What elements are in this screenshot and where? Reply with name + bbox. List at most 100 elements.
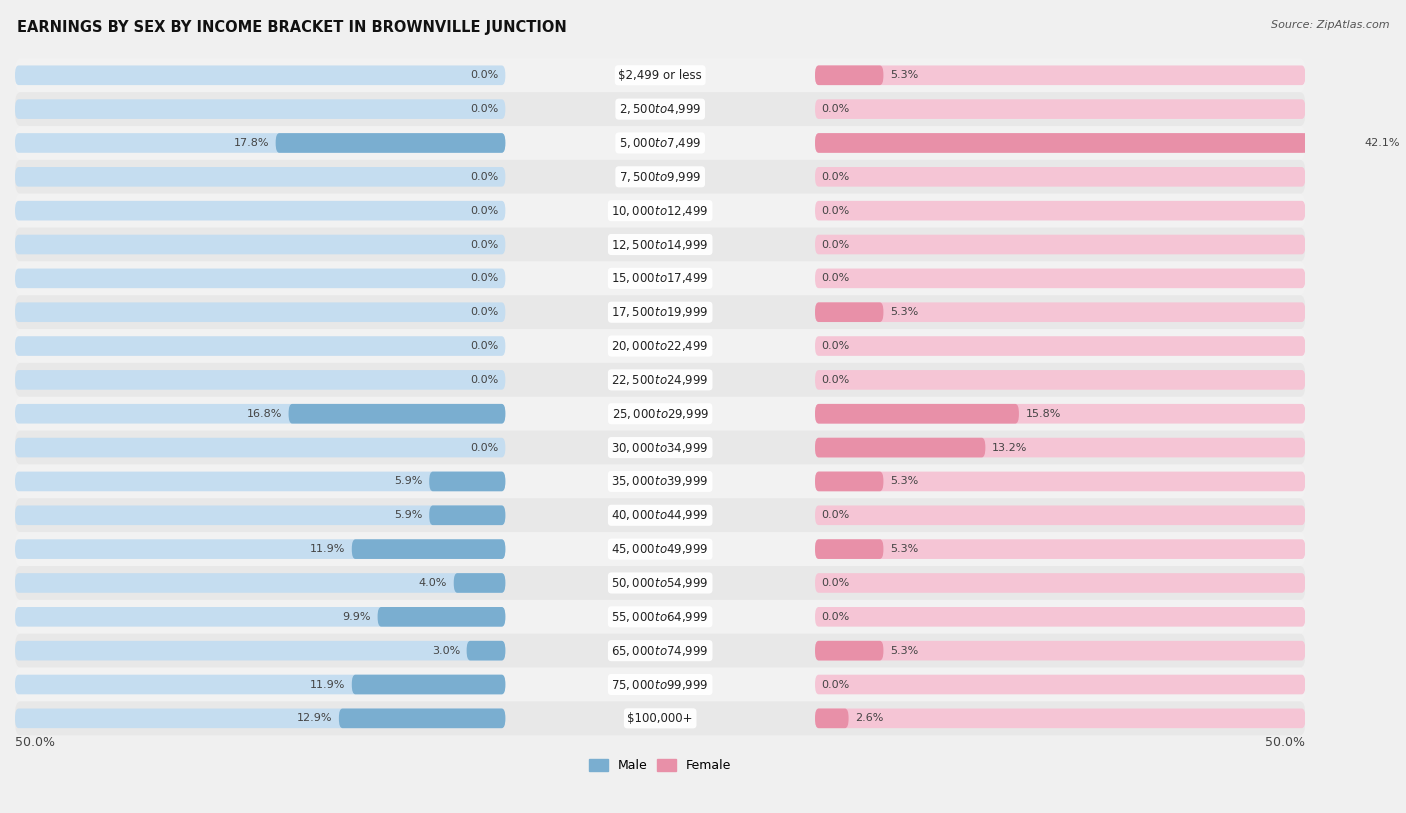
FancyBboxPatch shape xyxy=(15,59,1305,92)
FancyBboxPatch shape xyxy=(815,472,883,491)
Text: 5.3%: 5.3% xyxy=(890,70,918,80)
FancyBboxPatch shape xyxy=(378,607,505,627)
FancyBboxPatch shape xyxy=(15,268,505,288)
Text: $22,500 to $24,999: $22,500 to $24,999 xyxy=(612,373,709,387)
FancyBboxPatch shape xyxy=(815,641,1305,660)
FancyBboxPatch shape xyxy=(15,133,505,153)
Text: $17,500 to $19,999: $17,500 to $19,999 xyxy=(612,305,709,320)
FancyBboxPatch shape xyxy=(15,201,505,220)
Text: $65,000 to $74,999: $65,000 to $74,999 xyxy=(612,644,709,658)
Text: 0.0%: 0.0% xyxy=(821,680,849,689)
Text: 9.9%: 9.9% xyxy=(343,612,371,622)
FancyBboxPatch shape xyxy=(288,404,505,424)
Text: 0.0%: 0.0% xyxy=(821,341,849,351)
Text: $45,000 to $49,999: $45,000 to $49,999 xyxy=(612,542,709,556)
FancyBboxPatch shape xyxy=(15,126,1305,160)
Text: $15,000 to $17,499: $15,000 to $17,499 xyxy=(612,272,709,285)
Text: 0.0%: 0.0% xyxy=(821,273,849,284)
Text: 5.9%: 5.9% xyxy=(395,476,423,486)
Text: 5.9%: 5.9% xyxy=(395,511,423,520)
Text: 3.0%: 3.0% xyxy=(432,646,460,655)
Text: 5.3%: 5.3% xyxy=(890,646,918,655)
FancyBboxPatch shape xyxy=(15,302,505,322)
Text: $7,500 to $9,999: $7,500 to $9,999 xyxy=(619,170,702,184)
Text: $35,000 to $39,999: $35,000 to $39,999 xyxy=(612,475,709,489)
Text: $50,000 to $54,999: $50,000 to $54,999 xyxy=(612,576,709,590)
FancyBboxPatch shape xyxy=(15,702,1305,735)
FancyBboxPatch shape xyxy=(15,99,505,119)
Text: EARNINGS BY SEX BY INCOME BRACKET IN BROWNVILLE JUNCTION: EARNINGS BY SEX BY INCOME BRACKET IN BRO… xyxy=(17,20,567,35)
Text: $25,000 to $29,999: $25,000 to $29,999 xyxy=(612,406,709,421)
Text: $20,000 to $22,499: $20,000 to $22,499 xyxy=(612,339,709,353)
Text: 13.2%: 13.2% xyxy=(991,442,1028,453)
FancyBboxPatch shape xyxy=(815,302,1305,322)
FancyBboxPatch shape xyxy=(815,66,883,85)
FancyBboxPatch shape xyxy=(467,641,505,660)
Text: 0.0%: 0.0% xyxy=(821,375,849,385)
Text: 0.0%: 0.0% xyxy=(821,104,849,114)
Text: $55,000 to $64,999: $55,000 to $64,999 xyxy=(612,610,709,624)
FancyBboxPatch shape xyxy=(339,709,505,728)
Text: $75,000 to $99,999: $75,000 to $99,999 xyxy=(612,677,709,692)
FancyBboxPatch shape xyxy=(815,709,849,728)
FancyBboxPatch shape xyxy=(815,99,1305,119)
FancyBboxPatch shape xyxy=(15,431,1305,464)
FancyBboxPatch shape xyxy=(15,464,1305,498)
FancyBboxPatch shape xyxy=(15,607,505,627)
FancyBboxPatch shape xyxy=(352,675,505,694)
FancyBboxPatch shape xyxy=(15,506,505,525)
Text: 0.0%: 0.0% xyxy=(821,612,849,622)
FancyBboxPatch shape xyxy=(15,167,505,187)
Text: 0.0%: 0.0% xyxy=(471,104,499,114)
FancyBboxPatch shape xyxy=(815,607,1305,627)
Text: 0.0%: 0.0% xyxy=(471,341,499,351)
FancyBboxPatch shape xyxy=(15,363,1305,397)
Text: 5.3%: 5.3% xyxy=(890,307,918,317)
FancyBboxPatch shape xyxy=(815,437,1305,458)
Text: 0.0%: 0.0% xyxy=(471,206,499,215)
FancyBboxPatch shape xyxy=(429,472,505,491)
FancyBboxPatch shape xyxy=(352,539,505,559)
FancyBboxPatch shape xyxy=(15,709,505,728)
FancyBboxPatch shape xyxy=(815,404,1019,424)
Text: 0.0%: 0.0% xyxy=(471,273,499,284)
FancyBboxPatch shape xyxy=(815,709,1305,728)
FancyBboxPatch shape xyxy=(815,573,1305,593)
Text: 0.0%: 0.0% xyxy=(821,578,849,588)
FancyBboxPatch shape xyxy=(815,268,1305,288)
Text: 12.9%: 12.9% xyxy=(297,713,332,724)
Text: Source: ZipAtlas.com: Source: ZipAtlas.com xyxy=(1271,20,1389,30)
Text: 16.8%: 16.8% xyxy=(246,409,283,419)
FancyBboxPatch shape xyxy=(15,600,1305,634)
Text: 0.0%: 0.0% xyxy=(471,442,499,453)
FancyBboxPatch shape xyxy=(15,160,1305,193)
FancyBboxPatch shape xyxy=(815,167,1305,187)
FancyBboxPatch shape xyxy=(815,675,1305,694)
Text: 5.3%: 5.3% xyxy=(890,544,918,554)
FancyBboxPatch shape xyxy=(815,201,1305,220)
Text: 0.0%: 0.0% xyxy=(471,172,499,182)
FancyBboxPatch shape xyxy=(815,437,986,458)
Text: 0.0%: 0.0% xyxy=(821,206,849,215)
FancyBboxPatch shape xyxy=(454,573,505,593)
FancyBboxPatch shape xyxy=(15,437,505,458)
FancyBboxPatch shape xyxy=(815,302,883,322)
FancyBboxPatch shape xyxy=(815,66,1305,85)
Text: 42.1%: 42.1% xyxy=(1365,138,1400,148)
FancyBboxPatch shape xyxy=(15,295,1305,329)
FancyBboxPatch shape xyxy=(15,235,505,254)
FancyBboxPatch shape xyxy=(815,337,1305,356)
FancyBboxPatch shape xyxy=(15,228,1305,262)
Text: 15.8%: 15.8% xyxy=(1025,409,1060,419)
FancyBboxPatch shape xyxy=(15,262,1305,295)
Text: $10,000 to $12,499: $10,000 to $12,499 xyxy=(612,204,709,218)
Text: 0.0%: 0.0% xyxy=(821,511,849,520)
FancyBboxPatch shape xyxy=(15,566,1305,600)
Text: 17.8%: 17.8% xyxy=(233,138,269,148)
Text: 4.0%: 4.0% xyxy=(419,578,447,588)
FancyBboxPatch shape xyxy=(15,66,505,85)
FancyBboxPatch shape xyxy=(15,667,1305,702)
FancyBboxPatch shape xyxy=(815,370,1305,389)
Text: $30,000 to $34,999: $30,000 to $34,999 xyxy=(612,441,709,454)
Text: $2,500 to $4,999: $2,500 to $4,999 xyxy=(619,102,702,116)
